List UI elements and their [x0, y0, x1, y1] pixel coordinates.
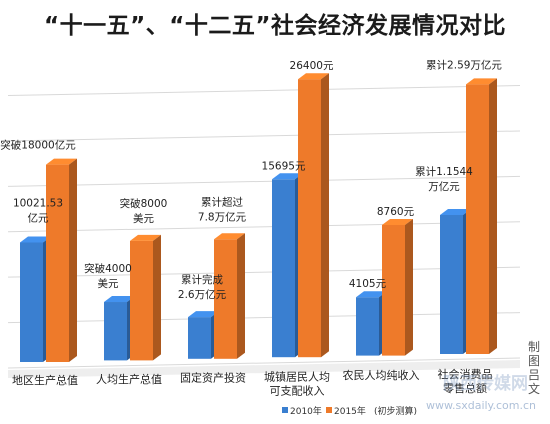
- watermark-url: www.sxdaily.com.cn: [426, 399, 536, 412]
- data-labels: 10021.53亿元突破18000亿元突破4000美元突破8000美元累计完成2…: [0, 58, 502, 301]
- data-label-2015年-1: 美元: [133, 212, 154, 225]
- data-label-2015年-2: 7.8万亿元: [198, 210, 247, 223]
- grid-line: [7, 357, 521, 369]
- bar-2015年-4: [382, 224, 405, 356]
- category-label-0: 地区生产总值: [12, 373, 78, 387]
- grid-line: [7, 221, 521, 233]
- bar-2010年-5: [440, 215, 463, 354]
- bar-2015年-5: [466, 84, 489, 354]
- bar-2015年-2: [214, 239, 237, 359]
- data-label-2010年-2: 累计完成: [181, 273, 223, 286]
- category-label-2: 固定资产投资: [180, 371, 246, 385]
- bar-2010年-2: [188, 317, 211, 359]
- bar-side-2015年-3: [321, 73, 329, 358]
- data-label-2010年-3: 15695元: [262, 160, 306, 172]
- bar-2010年-0: [20, 242, 43, 362]
- bar-top-2015年-0: [46, 158, 77, 165]
- bar-side-2015年-5: [489, 78, 497, 354]
- bars: [20, 73, 497, 362]
- bar-top-2010年-2: [188, 311, 219, 318]
- watermark: 陕西传媒网: [443, 374, 528, 394]
- bar-side-2015年-2: [237, 233, 245, 359]
- legend-note: (初步测算): [374, 405, 417, 417]
- data-label-2015年-1: 突破8000: [120, 197, 168, 210]
- legend: 2010年 2015年 (初步测算): [282, 405, 417, 417]
- bar-top-2015年-1: [130, 234, 161, 241]
- bar-side-2015年-0: [69, 158, 77, 362]
- bar-2010年-3: [272, 179, 295, 358]
- data-label-2010年-1: 美元: [98, 277, 119, 290]
- bar-2010年-1: [104, 302, 127, 361]
- bar-top-2015年-3: [298, 73, 329, 80]
- category-label-3: 可支配收入: [270, 383, 325, 397]
- bar-top-2015年-4: [382, 218, 413, 225]
- data-label-2010年-5: 累计1.1544: [415, 165, 473, 178]
- data-label-2015年-3: 26400元: [290, 60, 334, 72]
- grid-line: [7, 85, 521, 97]
- bar-top-2010年-0: [20, 236, 51, 243]
- data-label-2010年-0: 亿元: [28, 211, 49, 224]
- data-label-2010年-1: 突破4000: [84, 262, 132, 275]
- data-label-2010年-4: 4105元: [349, 278, 387, 290]
- grid-line: [7, 175, 521, 187]
- chart-floor: [8, 360, 520, 378]
- category-label-4: 农民人均纯收入: [343, 368, 420, 382]
- legend-swatch-2015年: [326, 407, 332, 413]
- category-label-5: 社会消费品: [438, 367, 493, 381]
- data-label-2015年-4: 8760元: [377, 206, 415, 218]
- credit-text: 制图 吕文: [527, 340, 540, 396]
- data-label-2010年-5: 万亿元: [428, 180, 460, 193]
- bar-top-2010年-3: [272, 173, 303, 180]
- data-label-2010年-2: 2.6万亿元: [178, 288, 227, 301]
- legend-swatch-2010年: [282, 407, 288, 413]
- category-label-3: 城镇居民人均: [264, 369, 330, 383]
- bar-top-2010年-4: [356, 291, 387, 298]
- bar-2015年-3: [298, 79, 321, 358]
- bar-top-2010年-1: [104, 296, 135, 303]
- legend-label-2010年: 2010年: [290, 405, 322, 417]
- bar-top-2015年-5: [466, 78, 497, 85]
- bar-2010年-4: [356, 297, 379, 356]
- grid-lines: [7, 85, 521, 378]
- bar-top-2010年-5: [440, 209, 471, 215]
- bar-side-2015年-4: [405, 218, 413, 356]
- data-label-2015年-5: 累计2.59万亿元: [426, 58, 502, 71]
- category-label-5: 零售总额: [443, 381, 487, 395]
- data-label-2010年-0: 10021.53: [13, 197, 63, 209]
- legend-label-2015年: 2015年: [334, 405, 366, 417]
- data-label-2015年-2: 累计超过: [201, 195, 243, 208]
- data-label-2015年-0: 突破18000亿元: [0, 139, 76, 152]
- grid-line: [7, 266, 521, 278]
- chart-title: “十一五”、“十二五”社会经济发展情况对比: [44, 13, 506, 39]
- bar-side-2015年-1: [153, 234, 161, 361]
- category-label-1: 人均生产总值: [96, 372, 162, 386]
- bar-2015年-0: [46, 164, 69, 362]
- bar-2015年-1: [130, 240, 153, 361]
- grid-line: [7, 312, 521, 324]
- grid-line: [7, 130, 521, 142]
- bar-top-2015年-2: [214, 233, 245, 240]
